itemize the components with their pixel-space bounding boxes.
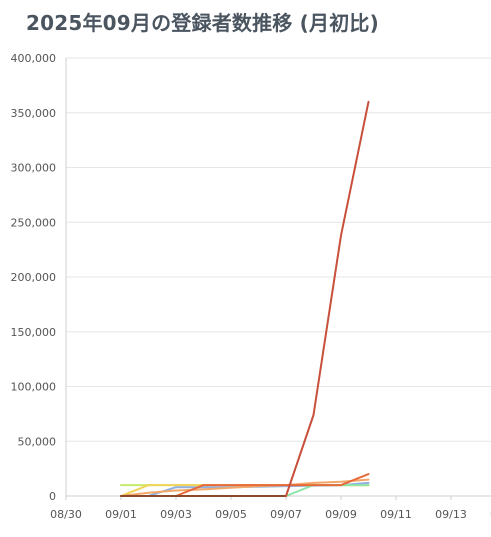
x-tick-label: 09/03 xyxy=(160,508,192,521)
x-tick-label: 09/01 xyxy=(105,508,137,521)
y-tick-label: 100,000 xyxy=(11,381,57,394)
x-tick-label: 09/13 xyxy=(435,508,467,521)
x-tick-label: 08/30 xyxy=(50,508,82,521)
y-tick-label: 0 xyxy=(49,490,56,503)
series-line-8 xyxy=(285,100,370,497)
x-tick-label: 09/05 xyxy=(215,508,247,521)
axis-layer xyxy=(65,58,491,500)
y-tick-label: 400,000 xyxy=(11,52,57,65)
y-tick-label: 150,000 xyxy=(11,326,57,339)
chart-title: 2025年09月の登録者数推移 (月初比) xyxy=(26,11,379,35)
x-tick-label: 09/09 xyxy=(325,508,357,521)
grid-layer xyxy=(66,57,491,442)
x-tick-label: 09/11 xyxy=(380,508,412,521)
series-layer xyxy=(120,100,370,497)
y-tick-label: 200,000 xyxy=(11,271,57,284)
y-tick-label: 350,000 xyxy=(11,107,57,120)
x-tick-label: 09/07 xyxy=(270,508,302,521)
y-tick-label: 300,000 xyxy=(11,162,57,175)
tick-label-layer: 0 50,000 100,000 150,000 200,000 250,000 300,0… xyxy=(11,52,491,521)
y-tick-label: 250,000 xyxy=(11,216,57,229)
y-tick-label: 50,000 xyxy=(18,435,57,448)
series-line-5 xyxy=(120,478,370,497)
